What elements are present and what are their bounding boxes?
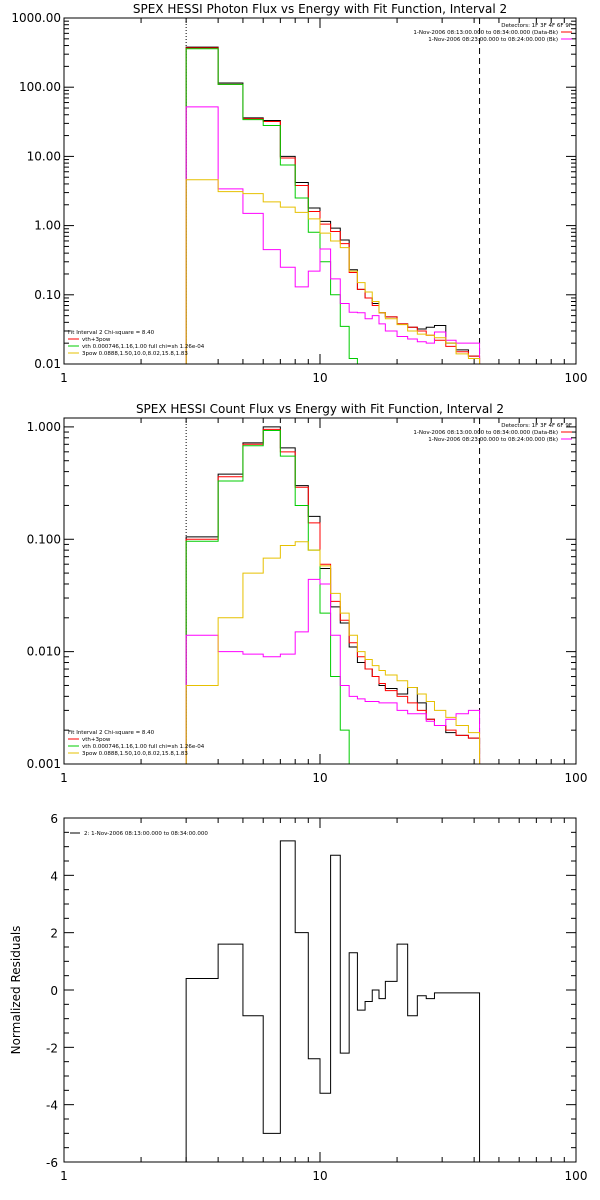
y-tick-label: -4 bbox=[46, 1099, 58, 1113]
plot-area bbox=[185, 46, 481, 364]
x-tick-label: 10 bbox=[312, 1169, 327, 1183]
y-tick-label: 0.100 bbox=[27, 532, 61, 546]
y-tick-label: 1000.00 bbox=[11, 11, 61, 25]
series-line-5 bbox=[185, 541, 481, 764]
series-line-1 bbox=[185, 46, 481, 364]
series-line-3 bbox=[185, 429, 358, 764]
chart-panel-3: 1 10 100 6 4 2 0 -2 -4 -6 Normalized Residuals 2: 1… bbox=[9, 812, 587, 1183]
y-tick-label: -6 bbox=[46, 1156, 58, 1170]
legend-entry-top-right: Detectors: 1F 3F 4F 6F 9F bbox=[501, 23, 572, 29]
y-tick-label: 0.01 bbox=[34, 357, 61, 371]
x-tick-label: 100 bbox=[565, 771, 588, 785]
legend-entry-top-right: Detectors: 1F 3F 4F 6F 9F bbox=[501, 423, 572, 429]
plot-frame bbox=[63, 17, 577, 365]
y-tick-label: 4 bbox=[50, 869, 58, 883]
series-line-4 bbox=[185, 106, 481, 364]
y-tick-label: 6 bbox=[50, 812, 58, 826]
chart-title: SPEX HESSI Count Flux vs Energy with Fit… bbox=[136, 402, 504, 416]
x-tick-label: 10 bbox=[312, 771, 327, 785]
x-tick-label: 1 bbox=[60, 771, 68, 785]
y-tick-label: 0.010 bbox=[27, 645, 61, 659]
x-tick-label: 100 bbox=[565, 371, 588, 385]
legend-entry-bottom-left: vth 0.000746,1.16,1.00 full chi=sh 1.26e… bbox=[82, 744, 205, 750]
x-tick-label: 1 bbox=[60, 371, 68, 385]
series-line-2 bbox=[185, 428, 481, 764]
chart-title: SPEX HESSI Photon Flux vs Energy with Fi… bbox=[133, 2, 507, 16]
y-tick-label: -2 bbox=[46, 1041, 58, 1055]
y-tick-label: 1.000 bbox=[27, 420, 61, 434]
legend-entry-top-right: 1-Nov-2006 08:13:00.000 to 08:34:00.000 … bbox=[413, 30, 558, 36]
series-line-1 bbox=[185, 426, 481, 764]
x-tick-label: 1 bbox=[60, 1169, 68, 1183]
series-line-1 bbox=[185, 840, 481, 1162]
legend-entry-bottom-left: vth 0.000746,1.16,1.00 full chi=sh 1.26e… bbox=[82, 344, 205, 350]
plot-frame bbox=[63, 417, 577, 765]
y-tick-label: 0.10 bbox=[34, 288, 61, 302]
series-line-2 bbox=[185, 47, 481, 364]
legend-entry-bottom-left: vth+3pow bbox=[82, 337, 111, 343]
legend-entry-top-right: 1-Nov-2006 08:13:00.000 to 08:34:00.000 … bbox=[413, 430, 558, 436]
legend-entry: 2: 1-Nov-2006 08:13:00.000 to 08:34:00.0… bbox=[84, 831, 208, 837]
x-tick-label: 10 bbox=[312, 371, 327, 385]
legend-entry-bottom-left: 3pow 0.0888,1.50,10.0,8.02,15.8,1.83 bbox=[82, 751, 188, 757]
series-line-5 bbox=[185, 179, 481, 364]
y-tick-label: 0.001 bbox=[27, 757, 61, 771]
plot-area bbox=[185, 426, 481, 764]
chart-panel-1: SPEX HESSI Photon Flux vs Energy with Fi… bbox=[11, 2, 587, 385]
series-line-4 bbox=[185, 578, 481, 764]
legend-entry-top-right: 1-Nov-2006 08:23:00.000 to 08:24:00.000 … bbox=[428, 37, 558, 43]
legend-entry-bottom-left: Fit Interval 2 Chi-square = 8.40 bbox=[68, 330, 155, 336]
y-tick-label: 0 bbox=[50, 984, 58, 998]
legend-entry-bottom-left: 3pow 0.0888,1.50,10.0,8.02,15.8,1.83 bbox=[82, 351, 188, 357]
legend-entry-top-right: 1-Nov-2006 08:23:00.000 to 08:24:00.000 … bbox=[428, 437, 558, 443]
plot-frame bbox=[63, 817, 577, 1163]
y-tick-label: 100.00 bbox=[19, 80, 61, 94]
series-line-3 bbox=[185, 48, 358, 364]
y-tick-label: 1.00 bbox=[34, 219, 61, 233]
legend-entry-bottom-left: Fit Interval 2 Chi-square = 8.40 bbox=[68, 730, 155, 736]
legend-entry-bottom-left: vth+3pow bbox=[82, 737, 111, 743]
y-tick-label: 2 bbox=[50, 927, 58, 941]
x-tick-label: 100 bbox=[565, 1169, 588, 1183]
plot-area bbox=[185, 840, 481, 1162]
y-tick-label: 10.00 bbox=[27, 149, 61, 163]
chart-panel-2: SPEX HESSI Count Flux vs Energy with Fit… bbox=[27, 402, 588, 785]
y-axis-label: Normalized Residuals bbox=[9, 926, 23, 1055]
